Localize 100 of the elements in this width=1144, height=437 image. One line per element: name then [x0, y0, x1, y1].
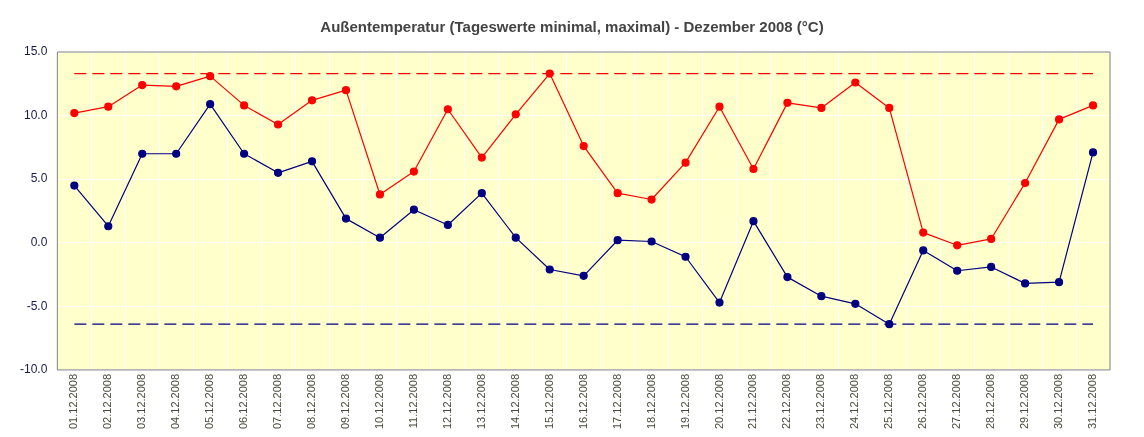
- point: [70, 181, 79, 190]
- point: [545, 69, 554, 78]
- x-tick-label: 04.12.2008: [169, 373, 182, 430]
- point: [511, 233, 520, 242]
- point: [987, 262, 996, 272]
- point: [579, 271, 588, 280]
- point: [851, 299, 860, 308]
- point: [206, 72, 215, 81]
- point: [341, 214, 351, 223]
- x-tick-label: 22.12.2008: [780, 373, 793, 430]
- point: [1054, 115, 1064, 124]
- point: [817, 292, 826, 301]
- x-tick-label: 10.12.2008: [372, 373, 385, 430]
- point: [885, 103, 894, 113]
- point: [477, 153, 486, 162]
- point: [715, 298, 724, 307]
- y-tick-label: 10.0: [23, 107, 48, 122]
- x-tick-label: 27.12.2008: [950, 373, 963, 430]
- point: [138, 80, 147, 90]
- point: [579, 142, 588, 151]
- point: [817, 103, 826, 113]
- point: [443, 105, 452, 114]
- x-tick-label: 25.12.2008: [882, 373, 895, 430]
- point: [613, 189, 622, 198]
- x-tick-label: 13.12.2008: [474, 373, 487, 430]
- x-tick-label: 23.12.2008: [814, 373, 827, 430]
- point: [545, 265, 554, 274]
- point: [783, 98, 792, 107]
- point: [851, 78, 860, 87]
- x-tick-label: 02.12.2008: [101, 373, 114, 430]
- point: [511, 110, 520, 119]
- y-tick-label: 5.0: [30, 171, 48, 186]
- point: [715, 102, 724, 111]
- point: [409, 167, 418, 176]
- point: [307, 157, 317, 166]
- x-tick-label: 30.12.2008: [1052, 373, 1065, 430]
- point: [613, 236, 622, 245]
- point: [1088, 101, 1098, 110]
- x-tick-label: 17.12.2008: [610, 373, 623, 430]
- x-tick-label: 28.12.2008: [984, 373, 997, 430]
- y-tick-label: 15.0: [23, 44, 48, 59]
- point: [1088, 148, 1098, 157]
- point: [307, 96, 317, 105]
- x-tick-label: 21.12.2008: [746, 373, 759, 430]
- point: [749, 164, 758, 174]
- x-tick-label: 24.12.2008: [848, 373, 861, 430]
- point: [138, 149, 147, 158]
- point: [70, 108, 79, 118]
- x-tick-label: 15.12.2008: [542, 373, 555, 430]
- point: [647, 237, 656, 246]
- point: [341, 86, 351, 95]
- x-tick-label: 11.12.2008: [406, 373, 419, 429]
- point: [953, 241, 962, 250]
- x-tick-label: 05.12.2008: [203, 373, 216, 430]
- x-tick-label: 18.12.2008: [644, 373, 657, 430]
- point: [273, 120, 283, 129]
- point: [206, 100, 215, 109]
- point: [1054, 278, 1064, 287]
- point: [647, 195, 656, 204]
- point: [375, 190, 385, 199]
- chart-title: Außentemperatur (Tageswerte minimal, maximal) - Dezember 2008 (°C): [320, 18, 824, 35]
- x-tick-label: 31.12.2008: [1086, 373, 1099, 430]
- y-tick-label: -5.0: [26, 298, 48, 313]
- point: [919, 246, 928, 255]
- x-tick-label: 20.12.2008: [712, 373, 725, 430]
- x-tick-label: 09.12.2008: [339, 373, 352, 430]
- x-tick-label: 19.12.2008: [678, 373, 691, 430]
- point: [104, 102, 113, 111]
- point: [953, 266, 962, 275]
- x-tick-label: 07.12.2008: [271, 373, 284, 430]
- point: [681, 158, 690, 167]
- point: [375, 233, 385, 242]
- point: [749, 217, 758, 226]
- x-tick-label: 26.12.2008: [916, 373, 929, 430]
- point: [443, 220, 452, 230]
- x-tick-label: 08.12.2008: [305, 373, 318, 430]
- x-tick-label: 16.12.2008: [576, 373, 589, 430]
- point: [885, 320, 894, 329]
- y-tick-label: -10.0: [19, 362, 48, 377]
- x-tick-label: 14.12.2008: [508, 373, 521, 430]
- x-tick-label: 12.12.2008: [440, 373, 453, 430]
- point: [783, 273, 792, 282]
- point: [681, 252, 690, 261]
- point: [273, 168, 283, 177]
- point: [987, 234, 996, 244]
- point: [104, 222, 113, 231]
- x-tick-label: 06.12.2008: [237, 373, 250, 430]
- y-tick-label: 0.0: [30, 235, 48, 250]
- x-tick-label: 03.12.2008: [135, 373, 148, 430]
- point: [172, 82, 181, 91]
- x-tick-label: 01.12.2008: [67, 373, 80, 430]
- point: [172, 149, 181, 158]
- point: [477, 189, 486, 198]
- point: [1021, 178, 1030, 188]
- point: [240, 149, 249, 158]
- point: [1021, 279, 1030, 288]
- point: [919, 228, 928, 237]
- point: [240, 101, 249, 110]
- x-tick-label: 29.12.2008: [1018, 373, 1031, 430]
- point: [409, 205, 418, 214]
